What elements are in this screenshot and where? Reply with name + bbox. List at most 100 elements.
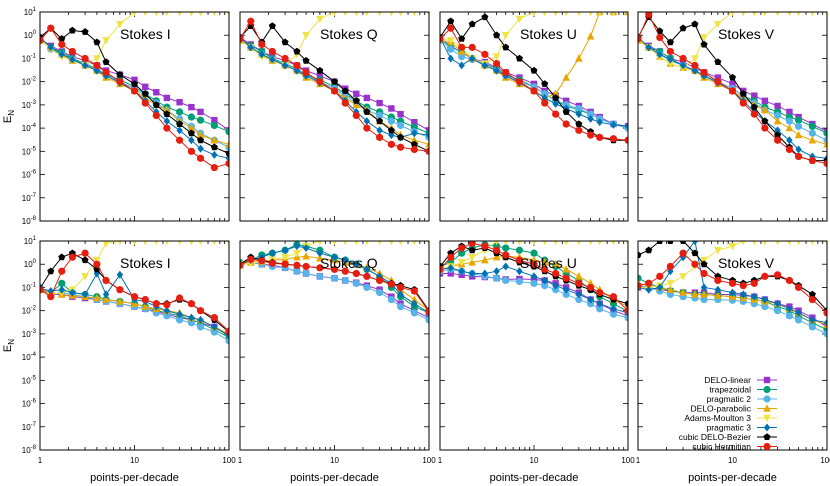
data-point xyxy=(588,12,593,17)
data-point xyxy=(468,258,476,266)
data-point xyxy=(691,260,699,268)
data-point xyxy=(691,55,699,63)
panel-2: Stokes Q xyxy=(239,11,430,222)
legend-marker xyxy=(763,376,771,384)
data-point xyxy=(761,295,769,304)
data-point xyxy=(492,59,501,68)
data-point xyxy=(773,307,782,315)
data-point xyxy=(656,272,664,280)
data-point xyxy=(575,295,583,304)
data-point xyxy=(81,273,89,281)
data-point xyxy=(785,145,793,154)
data-point xyxy=(425,140,429,148)
data-point xyxy=(750,103,758,111)
data-point xyxy=(353,260,360,269)
y-tick-label: 101 xyxy=(24,236,37,246)
data-point xyxy=(410,140,418,148)
data-point xyxy=(302,262,310,271)
data-point xyxy=(541,99,549,107)
data-point xyxy=(638,251,642,258)
data-point xyxy=(503,241,508,246)
data-point xyxy=(102,290,110,299)
data-point xyxy=(751,92,758,99)
data-point xyxy=(40,36,44,44)
data-point xyxy=(823,320,827,328)
data-point xyxy=(389,12,394,17)
y-tick-label: 10-8 xyxy=(22,216,37,226)
x-tick-label: 100 xyxy=(621,456,635,465)
plot-frame xyxy=(239,11,430,222)
x-axis-label: points-per-decade xyxy=(490,472,579,484)
data-point xyxy=(363,117,371,126)
data-point xyxy=(425,131,429,140)
data-point xyxy=(269,55,276,64)
data-point xyxy=(281,54,289,63)
data-point xyxy=(175,294,184,302)
data-point xyxy=(341,99,349,107)
data-point xyxy=(808,122,816,130)
data-point xyxy=(164,12,170,17)
data-point xyxy=(81,61,89,70)
data-point xyxy=(388,105,395,112)
x-tick-label: 1 xyxy=(38,456,43,465)
data-point xyxy=(679,273,687,281)
data-point xyxy=(588,241,593,246)
data-point xyxy=(552,110,560,118)
data-point xyxy=(501,32,510,40)
data-point xyxy=(198,12,203,17)
data-point xyxy=(586,32,595,40)
data-point xyxy=(530,249,538,257)
data-point xyxy=(164,241,170,246)
data-point xyxy=(656,241,663,244)
data-point xyxy=(458,249,466,257)
data-point xyxy=(58,40,66,49)
y-tick-label: 10-2 xyxy=(22,77,37,87)
data-point xyxy=(198,241,203,246)
data-point xyxy=(552,286,560,294)
data-point xyxy=(375,111,384,120)
data-point xyxy=(354,12,359,17)
data-point xyxy=(47,24,55,32)
data-point xyxy=(130,80,139,87)
series-group xyxy=(40,241,229,345)
data-point xyxy=(377,12,382,17)
data-point xyxy=(132,12,137,17)
data-point xyxy=(58,267,66,275)
data-point xyxy=(58,35,66,42)
data-point xyxy=(714,20,722,29)
data-point xyxy=(576,12,582,17)
x-tick-label: 1 xyxy=(238,456,243,465)
series-group xyxy=(638,241,827,338)
data-point xyxy=(352,111,360,120)
data-point xyxy=(576,241,582,246)
data-point xyxy=(562,265,570,273)
data-point xyxy=(163,117,171,126)
data-point xyxy=(258,257,266,265)
y-tick-label: 10-3 xyxy=(22,100,37,110)
data-point xyxy=(493,66,500,75)
data-point xyxy=(132,241,137,246)
data-point xyxy=(691,61,699,70)
data-point xyxy=(809,315,816,324)
data-point xyxy=(624,122,628,131)
plot-frame xyxy=(39,240,230,451)
data-point xyxy=(69,55,76,64)
data-point xyxy=(447,263,454,272)
data-point xyxy=(752,241,757,246)
data-point xyxy=(481,269,489,278)
data-point xyxy=(247,17,255,25)
data-point xyxy=(177,241,182,246)
data-point xyxy=(269,249,276,258)
data-point xyxy=(143,12,148,17)
data-point xyxy=(775,241,780,246)
data-point xyxy=(175,108,184,116)
data-point xyxy=(188,136,195,145)
data-point xyxy=(691,20,699,28)
data-point xyxy=(468,43,476,51)
data-point xyxy=(302,32,310,40)
data-point xyxy=(398,12,403,17)
legend-marker xyxy=(763,404,771,412)
data-point xyxy=(196,154,205,162)
series-group xyxy=(440,241,628,322)
legend-marker xyxy=(763,385,771,394)
